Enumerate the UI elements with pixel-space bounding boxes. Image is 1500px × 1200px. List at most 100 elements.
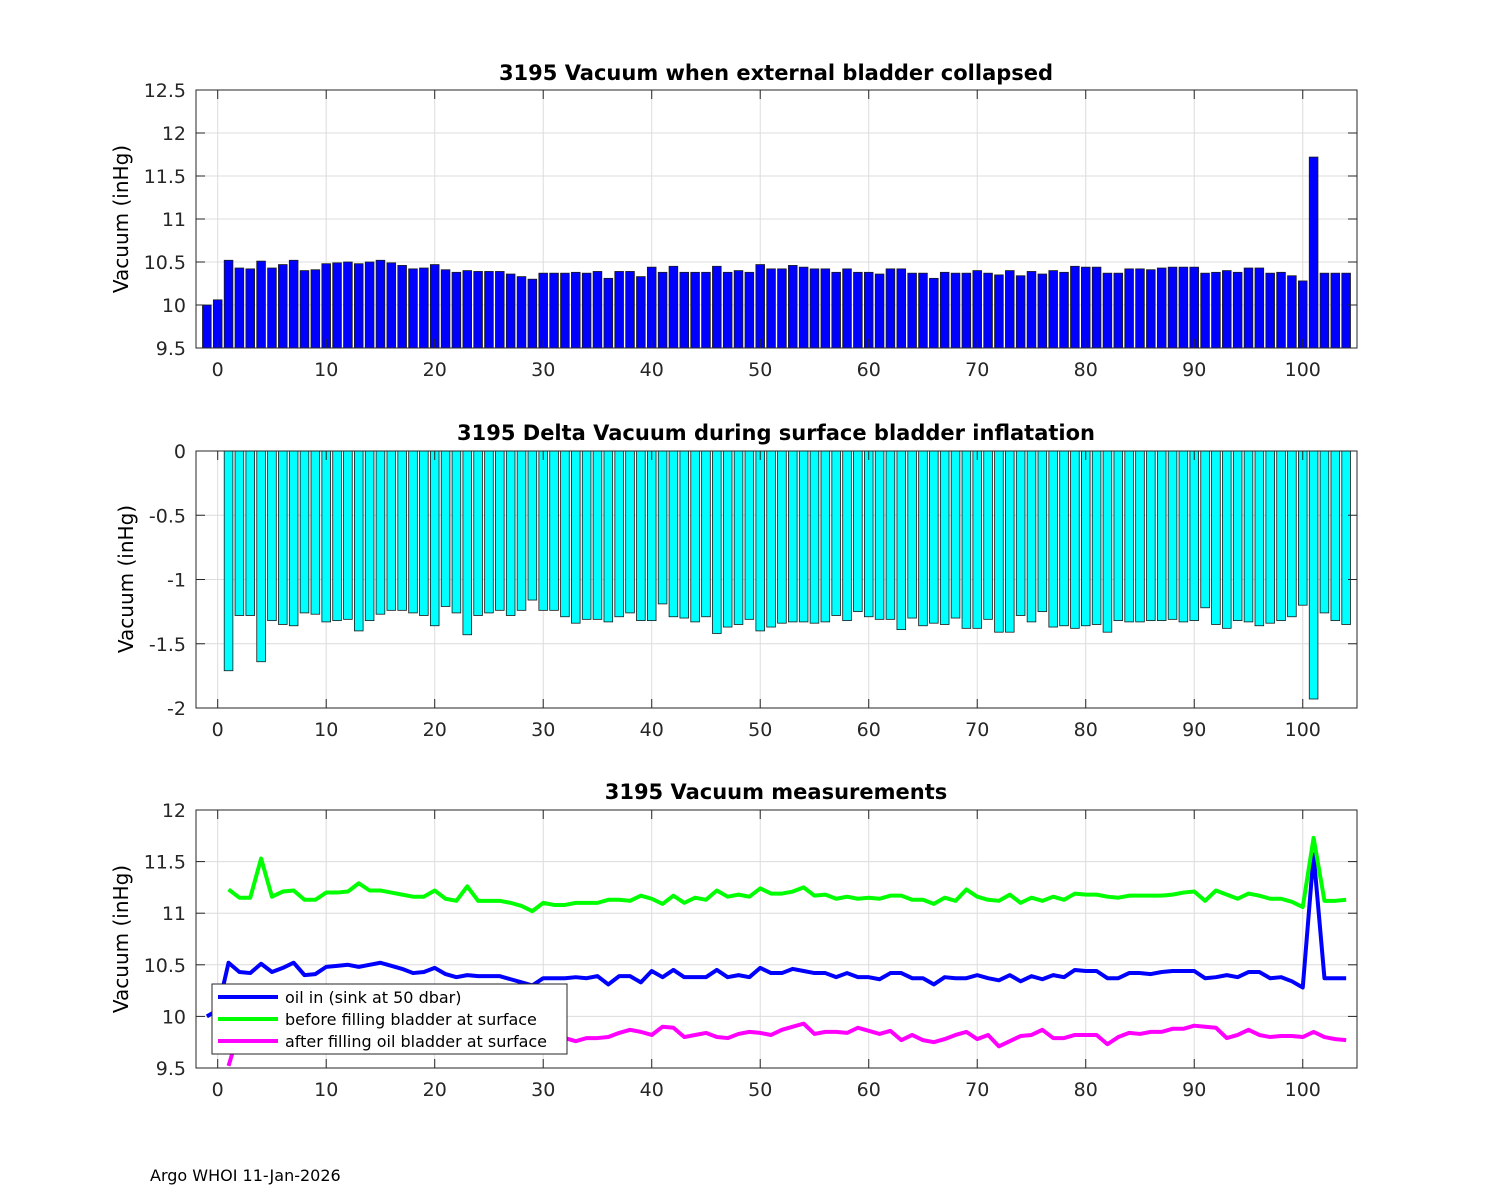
x-tick-label: 60 — [857, 359, 881, 381]
bar — [267, 267, 277, 349]
x-tick-label: 30 — [531, 719, 555, 741]
bar — [722, 450, 733, 628]
bar — [1211, 450, 1221, 625]
x-tick-label: 0 — [212, 719, 224, 741]
bar — [1276, 450, 1286, 622]
x-tick-label: 10 — [314, 719, 338, 741]
bar — [223, 259, 234, 349]
y-tick-label: 12 — [162, 800, 186, 822]
bar — [386, 450, 397, 611]
bar — [310, 269, 321, 349]
legend-label: after filling oil bladder at surface — [285, 1032, 547, 1051]
y-tick-label: 12 — [162, 123, 186, 145]
bar — [549, 272, 559, 349]
x-tick-label: 10 — [314, 1079, 338, 1101]
bar — [907, 450, 917, 619]
x-tick-label: 100 — [1285, 1079, 1321, 1101]
y-tick-label: 0 — [174, 441, 186, 463]
bar — [1081, 266, 1091, 349]
bar — [636, 276, 646, 349]
bar — [1015, 275, 1026, 349]
bar — [592, 450, 603, 620]
bar — [364, 450, 375, 622]
bar — [1135, 268, 1145, 349]
bar — [712, 450, 722, 634]
bar — [994, 274, 1004, 349]
bar — [408, 268, 418, 349]
bar — [538, 450, 548, 611]
y-tick-label: 10.5 — [144, 252, 186, 274]
y-tick-label: 12.5 — [144, 80, 186, 102]
bar — [1146, 450, 1156, 622]
bar — [625, 450, 635, 614]
x-tick-label: 50 — [748, 359, 772, 381]
y-tick-label: 9.5 — [156, 338, 186, 360]
bar — [1026, 271, 1037, 349]
bar — [939, 271, 950, 349]
bar — [1091, 450, 1102, 625]
bar — [668, 450, 679, 618]
bar — [874, 273, 885, 349]
bar — [1319, 272, 1330, 349]
y-tick-label: 10.5 — [144, 955, 186, 977]
x-tick-label: 40 — [640, 359, 664, 381]
bar — [1330, 450, 1341, 622]
bar — [690, 450, 700, 623]
bar — [853, 450, 863, 613]
bar — [462, 270, 473, 349]
bar — [560, 450, 570, 618]
bar — [646, 266, 657, 349]
bar — [853, 271, 863, 349]
legend-label: oil in (sink at 50 dbar) — [285, 988, 462, 1007]
bar — [1341, 272, 1351, 349]
y-tick-label: -2 — [167, 698, 186, 720]
bar — [310, 450, 321, 615]
bar — [722, 271, 733, 349]
bar — [1113, 272, 1124, 349]
bar — [863, 271, 874, 349]
x-tick-label: 40 — [640, 1079, 664, 1101]
bar — [712, 265, 722, 349]
bar — [929, 277, 939, 349]
x-tick-label: 70 — [965, 359, 989, 381]
bar — [223, 450, 234, 672]
x-tick-label: 30 — [531, 1079, 555, 1101]
bar — [636, 450, 646, 622]
bar — [896, 450, 907, 631]
bar — [1156, 267, 1167, 349]
bar — [1048, 270, 1058, 349]
bar — [1070, 265, 1080, 349]
bar — [1287, 450, 1297, 618]
bar — [1167, 266, 1178, 349]
y-tick-label: 11 — [162, 209, 186, 231]
bar — [375, 259, 386, 349]
bar — [386, 262, 397, 349]
bar — [495, 271, 505, 349]
bar — [1319, 450, 1330, 614]
bar — [429, 264, 440, 349]
bar — [1124, 450, 1134, 623]
y-axis-label: Vacuum (inHg) — [114, 505, 138, 653]
bar — [646, 450, 657, 622]
bar — [755, 450, 765, 632]
bar — [842, 450, 852, 622]
bar — [831, 450, 841, 616]
bar — [994, 450, 1004, 633]
bar — [299, 270, 310, 349]
bar — [484, 271, 494, 349]
bar — [1005, 270, 1015, 349]
bar — [777, 268, 787, 349]
x-tick-label: 20 — [423, 719, 447, 741]
bar — [473, 271, 483, 349]
bar — [1102, 272, 1113, 349]
legend-label: before filling bladder at surface — [285, 1010, 537, 1029]
bar — [1026, 450, 1037, 623]
x-tick-label: 90 — [1182, 359, 1206, 381]
y-tick-label: 10 — [162, 1006, 186, 1028]
y-tick-label: 11 — [162, 903, 186, 925]
bar — [267, 450, 277, 622]
y-axis-label: Vacuum (inHg) — [109, 865, 133, 1013]
bar — [462, 450, 473, 636]
bar — [1081, 450, 1091, 627]
